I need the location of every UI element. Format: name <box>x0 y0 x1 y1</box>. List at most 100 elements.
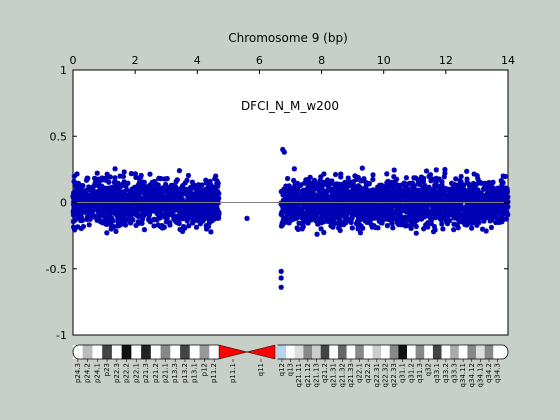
data-point <box>95 208 101 214</box>
data-point <box>124 216 131 222</box>
data-point <box>166 201 172 207</box>
data-point <box>141 227 148 233</box>
data-point <box>296 204 302 210</box>
data-point <box>438 183 444 189</box>
data-point <box>107 193 113 199</box>
data-point <box>86 194 93 200</box>
data-point <box>485 187 491 193</box>
scatter-points <box>70 146 511 290</box>
data-point <box>421 226 427 232</box>
data-point <box>409 210 416 217</box>
data-point <box>481 218 487 224</box>
data-point <box>474 173 480 179</box>
data-point <box>111 209 117 215</box>
data-point <box>491 190 497 196</box>
data-point <box>199 182 205 188</box>
data-point <box>467 218 473 224</box>
data-point <box>71 204 77 210</box>
data-point <box>182 205 189 211</box>
data-point <box>333 201 339 207</box>
data-point <box>488 182 495 188</box>
data-point <box>478 180 485 186</box>
data-point <box>349 213 356 219</box>
data-point <box>75 205 81 211</box>
data-point <box>179 228 186 235</box>
data-point <box>482 180 488 186</box>
data-point <box>405 186 411 192</box>
data-point <box>155 211 161 217</box>
data-point <box>129 209 135 216</box>
data-point <box>184 197 191 204</box>
data-point <box>343 185 349 192</box>
data-point <box>175 191 181 197</box>
data-point <box>318 174 324 180</box>
data-point <box>502 173 508 180</box>
ideogram-band-label: q34.2 <box>485 363 493 383</box>
ideogram-band-label: p24.2 <box>84 363 92 383</box>
data-point <box>391 167 397 173</box>
data-point <box>475 176 481 182</box>
data-point <box>458 183 465 189</box>
data-point <box>453 176 459 182</box>
data-point <box>144 210 150 216</box>
data-point <box>415 177 421 183</box>
data-point <box>208 229 214 235</box>
data-point <box>209 211 215 217</box>
ideogram-band <box>150 345 161 359</box>
data-point <box>284 205 290 211</box>
data-point <box>169 211 175 218</box>
data-point <box>383 212 390 218</box>
data-point <box>140 208 146 214</box>
ideogram-band <box>312 345 321 359</box>
data-point <box>303 214 309 220</box>
x-tick-label: 2 <box>132 54 139 67</box>
ideogram-band-label: q22.2 <box>364 363 372 383</box>
data-point <box>437 215 443 221</box>
data-point <box>495 201 501 207</box>
data-point <box>137 183 143 189</box>
data-point <box>463 191 470 197</box>
data-point <box>384 223 390 229</box>
data-point <box>320 196 327 202</box>
ideogram-band-label: q31.3 <box>416 363 424 383</box>
data-point <box>367 217 373 223</box>
data-point <box>146 195 153 201</box>
data-point <box>172 187 178 193</box>
data-point <box>155 195 162 201</box>
data-point <box>495 217 501 223</box>
data-point <box>375 203 382 209</box>
data-point <box>358 223 364 229</box>
data-point <box>379 213 385 219</box>
data-point <box>472 189 479 195</box>
data-point <box>474 181 480 187</box>
data-point <box>117 203 123 209</box>
data-point <box>117 183 123 189</box>
data-point <box>290 216 296 222</box>
data-point <box>72 194 79 200</box>
ideogram-band-label: q21.11 <box>295 363 303 387</box>
data-point <box>360 186 367 192</box>
data-point <box>471 171 477 177</box>
data-point <box>88 212 94 218</box>
data-point <box>439 221 445 227</box>
data-point <box>479 226 486 232</box>
ideogram-band <box>141 345 151 359</box>
data-point <box>420 203 426 209</box>
data-point <box>85 175 91 181</box>
data-point <box>204 211 211 217</box>
data-point <box>415 212 421 218</box>
data-point <box>384 203 390 209</box>
data-point <box>299 215 305 221</box>
data-point <box>176 199 182 205</box>
data-point <box>309 204 316 210</box>
data-point <box>444 206 450 212</box>
data-point <box>322 210 328 216</box>
data-point <box>184 218 190 224</box>
ideogram-band-label: q13 <box>287 363 295 376</box>
data-point <box>118 205 124 212</box>
data-point <box>358 217 364 223</box>
data-point <box>321 171 327 177</box>
data-point <box>326 199 332 205</box>
data-point <box>75 195 82 201</box>
